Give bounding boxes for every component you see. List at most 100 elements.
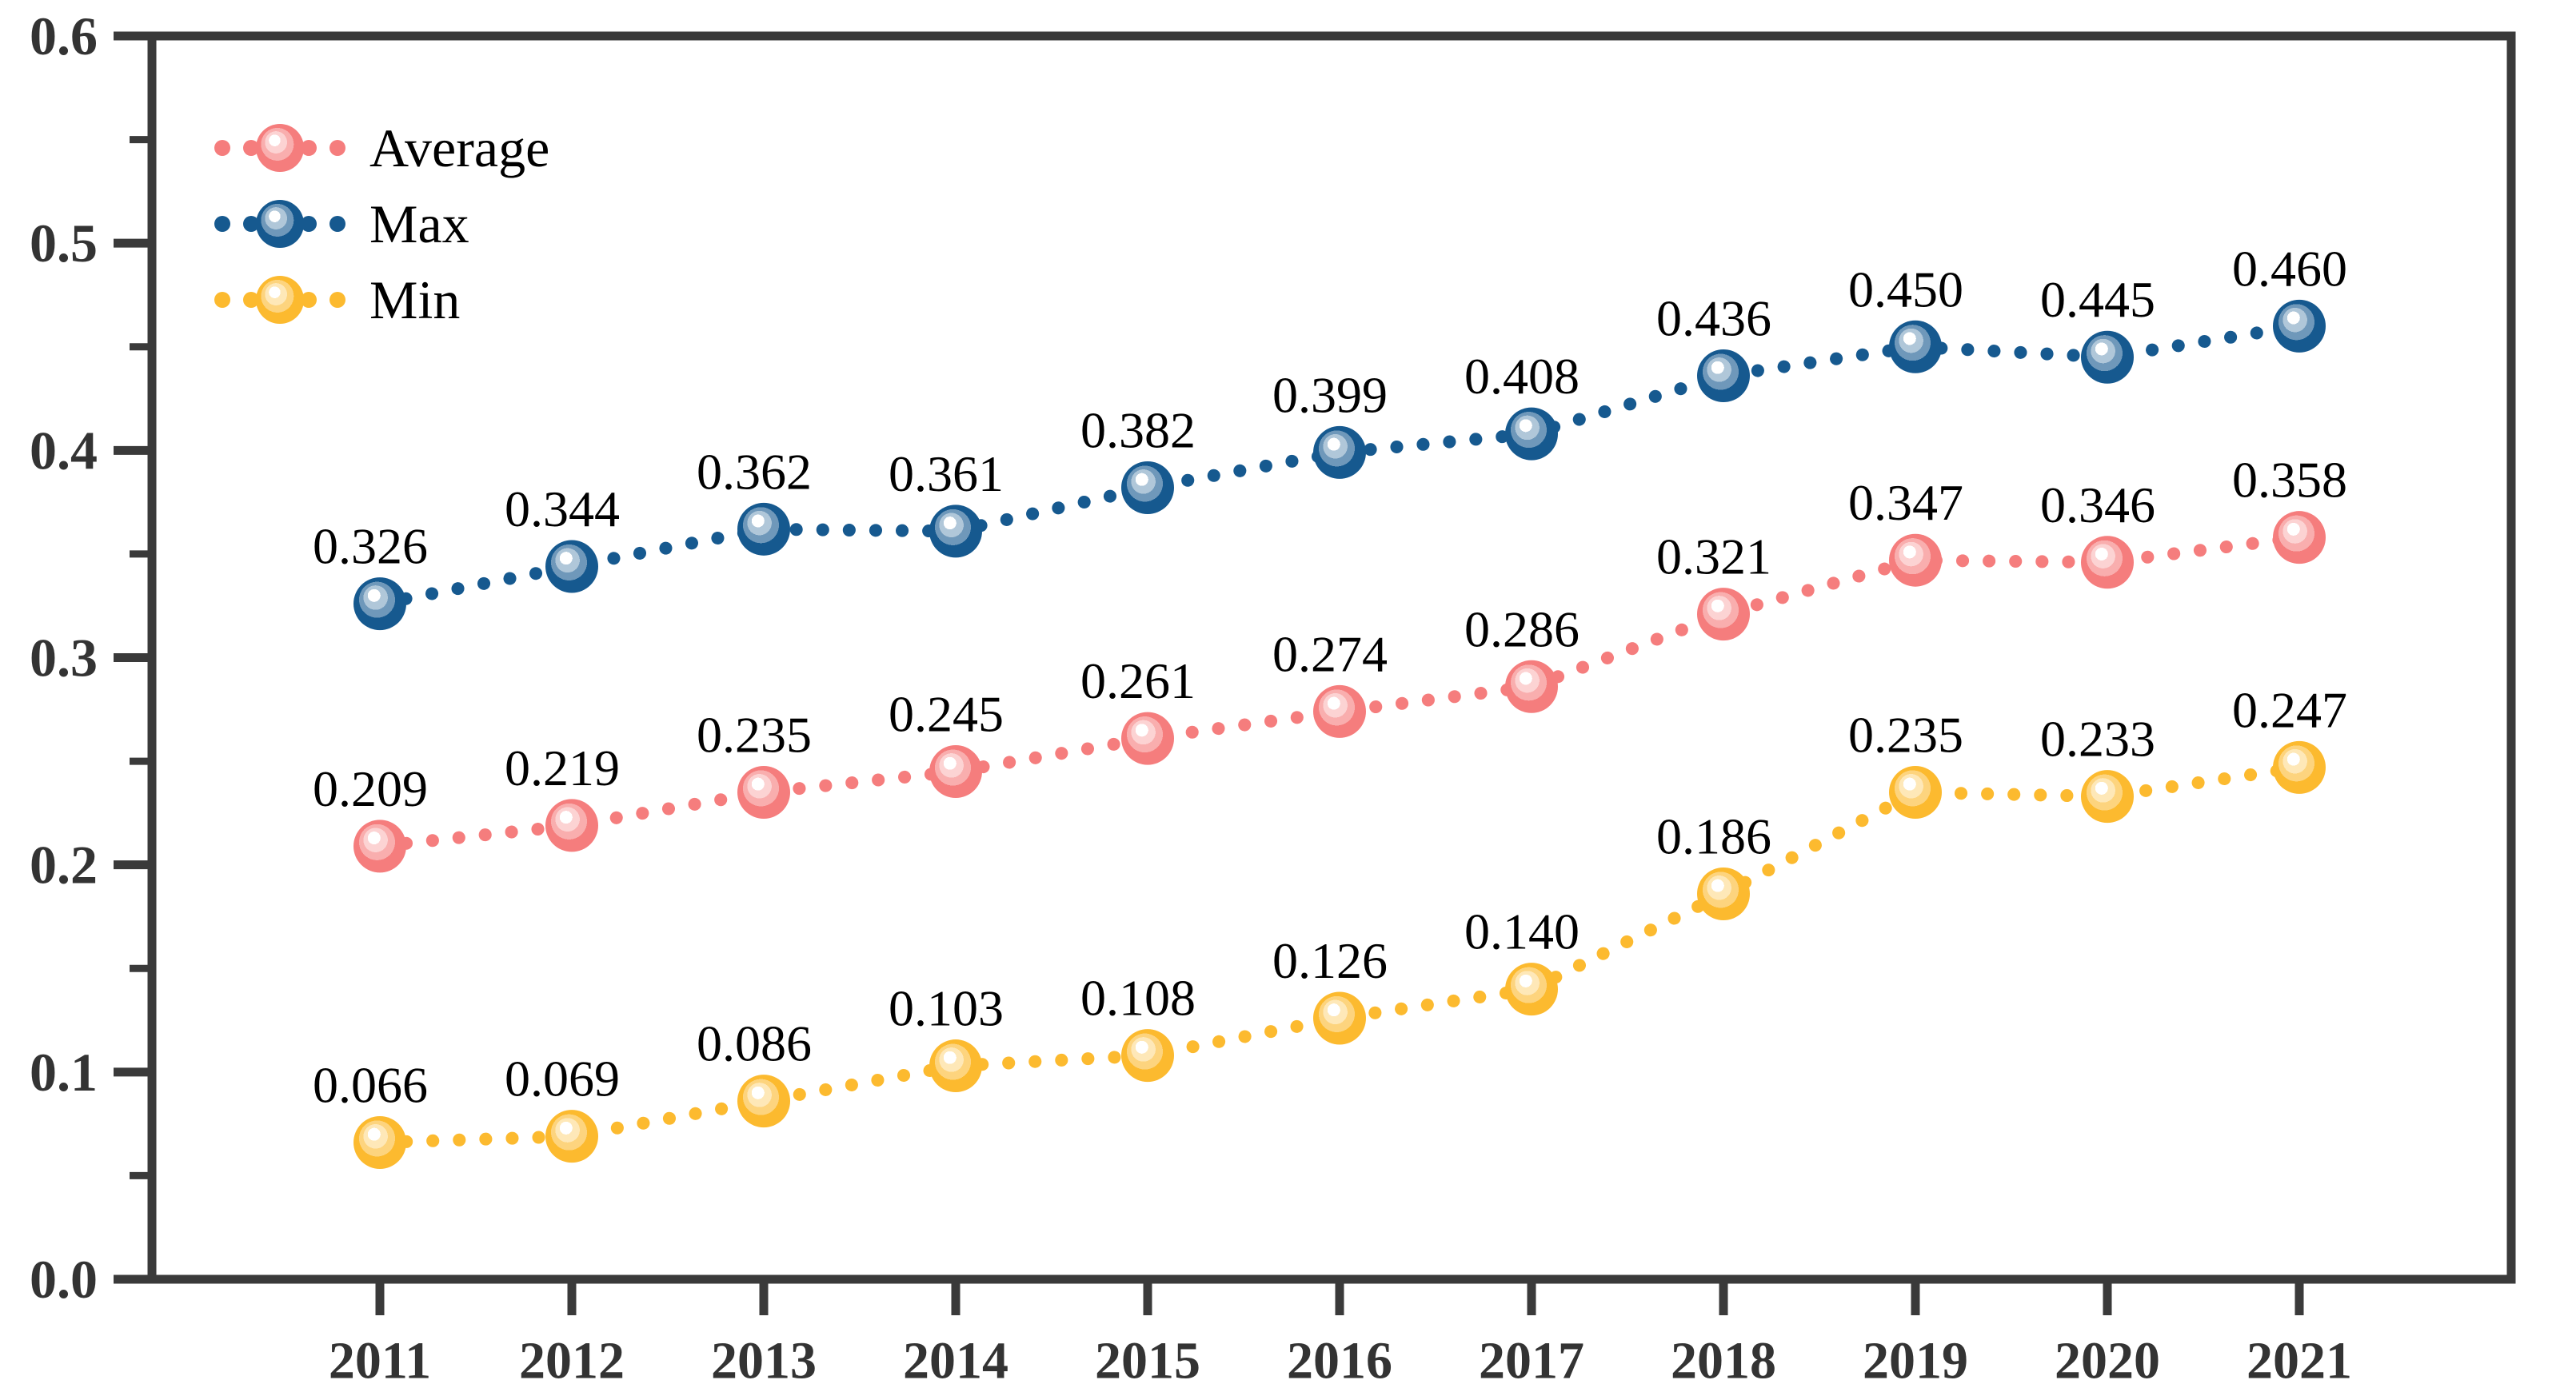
data-point-value-label: 0.362 (697, 443, 812, 500)
data-point-value-label: 0.382 (1080, 401, 1196, 458)
data-point-value-label: 0.286 (1464, 600, 1580, 657)
data-point-marker (1313, 425, 1366, 479)
legend-line-dot (243, 292, 259, 308)
data-point-value-label: 0.321 (1656, 528, 1771, 585)
data-point-marker (1889, 765, 1942, 819)
data-point-marker (2273, 740, 2326, 794)
data-point-value-label: 0.347 (1848, 474, 1963, 531)
y-tick-label: 0.4 (30, 420, 98, 481)
x-tick-label: 2013 (711, 1332, 817, 1390)
series-dotted-line (373, 531, 2306, 853)
data-point-value-label: 0.261 (1080, 652, 1196, 709)
legend-label: Min (369, 269, 460, 330)
y-tick-label: 0.0 (30, 1249, 98, 1310)
legend-marker (256, 124, 304, 172)
legend-item-min: Min (214, 269, 460, 330)
series-dotted-line (373, 760, 2306, 1149)
x-axis: 2011 2012 2013 2014 2015 2016 2017 2018 2019 2020… (329, 1274, 2352, 1390)
series-max: 0.326 0.344 0.362 0.361 0.382 0.399 0.408 0.436… (313, 240, 2347, 631)
legend-marker (256, 276, 304, 324)
data-point-marker (2081, 536, 2134, 589)
data-point-value-label: 0.103 (889, 980, 1004, 1037)
data-point-marker (2081, 330, 2134, 384)
x-tick-label: 2018 (1671, 1332, 1776, 1390)
legend-line-dot (329, 140, 345, 156)
legend-item-max: Max (214, 193, 469, 254)
data-point-marker (1505, 963, 1558, 1016)
data-point-value-label: 0.126 (1272, 932, 1388, 989)
series-min: 0.066 0.069 0.086 0.103 0.108 0.126 0.140 0.186… (313, 681, 2347, 1169)
data-point-value-label: 0.219 (505, 740, 620, 796)
data-point-value-label: 0.445 (2040, 271, 2155, 328)
data-point-marker (1697, 349, 1750, 403)
data-point-value-label: 0.186 (1656, 808, 1771, 864)
data-point-marker (2273, 299, 2326, 353)
data-point-value-label: 0.346 (2040, 477, 2155, 533)
data-point-marker (929, 745, 982, 799)
legend-label: Average (369, 118, 549, 178)
data-point-value-label: 0.460 (2232, 240, 2347, 297)
data-point-marker (353, 1115, 406, 1169)
legend: Average Max Min (214, 118, 549, 330)
data-point-value-label: 0.140 (1464, 903, 1580, 960)
data-point-value-label: 0.450 (1848, 261, 1963, 317)
data-point-marker (1121, 712, 1174, 765)
data-point-marker (1313, 684, 1366, 738)
legend-line-dot (214, 216, 230, 232)
legend-line-dot (243, 140, 259, 156)
y-tick-label: 0.1 (30, 1042, 98, 1103)
data-point-marker (929, 1039, 982, 1093)
y-tick-label: 0.6 (30, 6, 98, 66)
data-point-value-label: 0.209 (313, 760, 428, 817)
legend-line-dot (329, 292, 345, 308)
x-tick-label: 2019 (1863, 1332, 1968, 1390)
data-point-marker (353, 820, 406, 873)
data-point-value-label: 0.344 (505, 481, 620, 537)
data-point-value-label: 0.245 (889, 686, 1004, 743)
data-point-marker (353, 577, 406, 631)
x-tick-label: 2011 (329, 1332, 431, 1390)
data-point-marker (2273, 511, 2326, 564)
legend-line-dot (214, 140, 230, 156)
data-point-marker (1505, 407, 1558, 461)
x-tick-label: 2021 (2247, 1332, 2352, 1390)
data-point-marker (1505, 660, 1558, 713)
data-point-marker (1889, 533, 1942, 587)
data-point-marker (737, 765, 790, 819)
data-point-value-label: 0.408 (1464, 348, 1580, 405)
y-tick-label: 0.5 (30, 213, 98, 273)
legend-line-dot (301, 216, 317, 232)
data-point-marker (1889, 320, 1942, 373)
data-point-marker (737, 502, 790, 556)
x-tick-label: 2015 (1095, 1332, 1200, 1390)
legend-label: Max (369, 193, 469, 254)
data-point-value-label: 0.086 (697, 1015, 812, 1072)
data-point-marker (1697, 588, 1750, 641)
data-point-value-label: 0.436 (1656, 290, 1771, 347)
data-point-value-label: 0.233 (2040, 711, 2155, 768)
data-point-marker (929, 505, 982, 558)
data-point-value-label: 0.274 (1272, 625, 1388, 682)
data-point-marker (1121, 1029, 1174, 1083)
y-axis: 0.0 0.1 0.2 0.3 0.4 0.5 0.6 (30, 6, 157, 1310)
legend-marker (256, 200, 304, 248)
data-point-marker (1697, 867, 1750, 920)
data-point-value-label: 0.247 (2232, 681, 2347, 738)
data-point-marker (545, 799, 598, 852)
legend-item-average: Average (214, 118, 549, 178)
legend-line-dot (301, 140, 317, 156)
x-tick-label: 2016 (1287, 1332, 1392, 1390)
legend-line-dot (214, 292, 230, 308)
data-point-marker (737, 1075, 790, 1128)
data-point-marker (1313, 991, 1366, 1045)
data-point-marker (545, 1110, 598, 1163)
data-point-value-label: 0.108 (1080, 970, 1196, 1027)
x-tick-label: 2012 (519, 1332, 625, 1390)
legend-line-dot (329, 216, 345, 232)
series-average: 0.209 0.219 0.235 0.245 0.261 0.274 0.286 0.321… (313, 452, 2347, 873)
data-point-marker (1121, 461, 1174, 514)
data-point-value-label: 0.358 (2232, 452, 2347, 509)
y-tick-label: 0.2 (30, 835, 98, 895)
